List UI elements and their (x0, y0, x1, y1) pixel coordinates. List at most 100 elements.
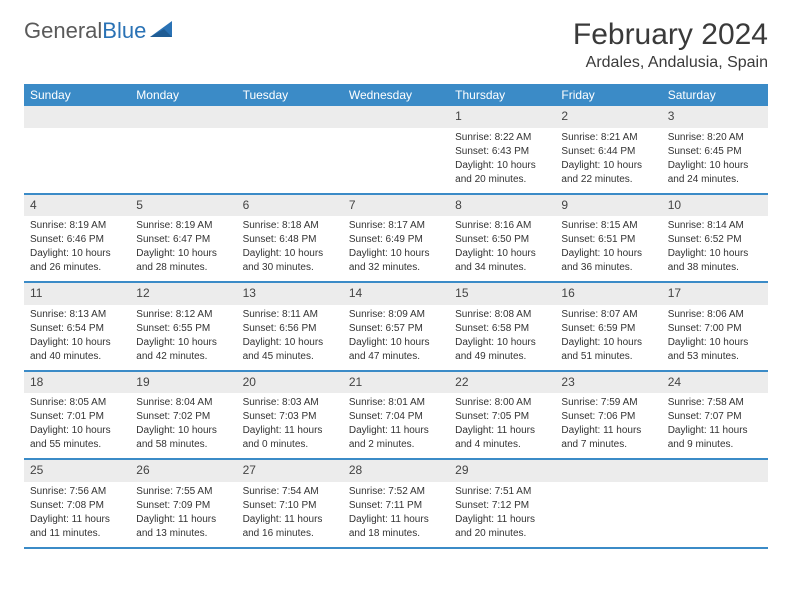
calendar-cell: 7Sunrise: 8:17 AMSunset: 6:49 PMDaylight… (343, 195, 449, 282)
day-number: 16 (555, 283, 661, 305)
logo-text: GeneralBlue (24, 18, 146, 44)
cell-body: Sunrise: 7:51 AMSunset: 7:12 PMDaylight:… (449, 482, 555, 547)
daylight-text: and 24 minutes. (668, 173, 762, 186)
day-number: 9 (555, 195, 661, 217)
sunrise-text: Sunrise: 8:21 AM (561, 131, 655, 144)
sunrise-text: Sunrise: 7:51 AM (455, 485, 549, 498)
calendar-cell (343, 106, 449, 193)
sunset-text: Sunset: 7:06 PM (561, 410, 655, 423)
day-number: 5 (130, 195, 236, 217)
sunset-text: Sunset: 6:47 PM (136, 233, 230, 246)
day-number: 17 (662, 283, 768, 305)
calendar-cell: 3Sunrise: 8:20 AMSunset: 6:45 PMDaylight… (662, 106, 768, 193)
sunset-text: Sunset: 7:12 PM (455, 499, 549, 512)
day-number: 13 (237, 283, 343, 305)
daylight-text: Daylight: 11 hours (349, 424, 443, 437)
sunrise-text: Sunrise: 8:11 AM (243, 308, 337, 321)
cell-body: Sunrise: 8:21 AMSunset: 6:44 PMDaylight:… (555, 128, 661, 193)
week-row: 25 Sunrise: 7:56 AMSunset: 7:08 PM Dayligh… (24, 460, 768, 549)
daylight-text: Daylight: 10 hours (561, 159, 655, 172)
day-number: 25 (24, 460, 130, 482)
cell-body: Sunrise: 8:14 AMSunset: 6:52 PMDaylight:… (662, 216, 768, 281)
sunrise-text: Sunrise: 8:14 AM (668, 219, 762, 232)
week-row: 4Sunrise: 8:19 AMSunset: 6:46 PMDaylight… (24, 195, 768, 284)
day-number: 22 (449, 372, 555, 394)
cell-body: Sunrise: 8:13 AMSunset: 6:54 PMDaylight:… (24, 305, 130, 370)
calendar-cell (662, 460, 768, 547)
daylight-text: and 51 minutes. (561, 350, 655, 363)
daylight-text: Daylight: 10 hours (349, 336, 443, 349)
daylight-text: Daylight: 10 hours (30, 247, 124, 260)
sunset-text: Sunset: 6:46 PM (30, 233, 124, 246)
sunrise-text: Sunrise: 7:58 AM (668, 396, 762, 409)
daylight-text: and 30 minutes. (243, 261, 337, 274)
day-header-mon: Monday (130, 84, 236, 106)
day-number: 23 (555, 372, 661, 394)
cell-body: Sunrise: 8:19 AMSunset: 6:47 PMDaylight:… (130, 216, 236, 281)
sunset-text: Sunset: 6:43 PM (455, 145, 549, 158)
daylight-text: Daylight: 11 hours (243, 513, 337, 526)
day-number: 29 (449, 460, 555, 482)
sunrise-text: Sunrise: 8:15 AM (561, 219, 655, 232)
day-number: 8 (449, 195, 555, 217)
cell-body: Sunrise: 8:22 AMSunset: 6:43 PMDaylight:… (449, 128, 555, 193)
daylight-text: Daylight: 10 hours (455, 336, 549, 349)
day-header-thu: Thursday (449, 84, 555, 106)
day-header-sun: Sunday (24, 84, 130, 106)
calendar-cell: 28Sunrise: 7:52 AMSunset: 7:11 PMDayligh… (343, 460, 449, 547)
location: Ardales, Andalusia, Spain (573, 54, 768, 72)
cell-body: Sunrise: 8:01 AMSunset: 7:04 PMDaylight:… (343, 393, 449, 458)
logo-text-gray: General (24, 18, 102, 43)
cell-body: Sunrise: 8:16 AMSunset: 6:50 PMDaylight:… (449, 216, 555, 281)
cell-body: Sunrise: 8:08 AMSunset: 6:58 PMDaylight:… (449, 305, 555, 370)
cell-body: Sunrise: 8:00 AMSunset: 7:05 PMDaylight:… (449, 393, 555, 458)
day-number: 18 (24, 372, 130, 394)
cell-body: Sunrise: 8:09 AMSunset: 6:57 PMDaylight:… (343, 305, 449, 370)
daylight-text: Daylight: 11 hours (349, 513, 443, 526)
cell-body: Sunrise: 8:07 AMSunset: 6:59 PMDaylight:… (555, 305, 661, 370)
calendar-cell: 24Sunrise: 7:58 AMSunset: 7:07 PMDayligh… (662, 372, 768, 459)
cell-body: Sunrise: 7:58 AMSunset: 7:07 PMDaylight:… (662, 393, 768, 458)
weeks-container: 1Sunrise: 8:22 AMSunset: 6:43 PMDaylight… (24, 106, 768, 549)
cell-body: Sunrise: 8:17 AMSunset: 6:49 PMDaylight:… (343, 216, 449, 281)
day-number: 1 (449, 106, 555, 128)
sunrise-text: Sunrise: 7:56 AM (30, 485, 124, 498)
daylight-text: and 36 minutes. (561, 261, 655, 274)
calendar-cell: 21Sunrise: 8:01 AMSunset: 7:04 PMDayligh… (343, 372, 449, 459)
sunset-text: Sunset: 6:57 PM (349, 322, 443, 335)
cell-body: Sunrise: 7:54 AMSunset: 7:10 PMDaylight:… (237, 482, 343, 547)
cell-body: Sunrise: 8:15 AMSunset: 6:51 PMDaylight:… (555, 216, 661, 281)
sunset-text: Sunset: 7:04 PM (349, 410, 443, 423)
calendar-cell (237, 106, 343, 193)
calendar-cell: 15Sunrise: 8:08 AMSunset: 6:58 PMDayligh… (449, 283, 555, 370)
sunset-text: Sunset: 6:48 PM (243, 233, 337, 246)
daylight-text: and 20 minutes. (455, 527, 549, 540)
calendar-cell: 6Sunrise: 8:18 AMSunset: 6:48 PMDaylight… (237, 195, 343, 282)
daylight-text: Daylight: 10 hours (136, 424, 230, 437)
calendar-cell: 12Sunrise: 8:12 AMSunset: 6:55 PMDayligh… (130, 283, 236, 370)
daylight-text: and 0 minutes. (243, 438, 337, 451)
sunset-text: Sunset: 7:05 PM (455, 410, 549, 423)
daylight-text: and 40 minutes. (30, 350, 124, 363)
sunset-text: Sunset: 7:07 PM (668, 410, 762, 423)
day-header-wed: Wednesday (343, 84, 449, 106)
daylight-text: and 42 minutes. (136, 350, 230, 363)
cell-body: Sunrise: 8:19 AMSunset: 6:46 PMDaylight:… (24, 216, 130, 281)
logo: GeneralBlue (24, 18, 176, 44)
sunset-text: Sunset: 6:58 PM (455, 322, 549, 335)
sunset-text: Sunset: 7:00 PM (668, 322, 762, 335)
sunrise-text: Sunrise: 8:13 AM (30, 308, 124, 321)
calendar-cell: 5Sunrise: 8:19 AMSunset: 6:47 PMDaylight… (130, 195, 236, 282)
week-row: 1Sunrise: 8:22 AMSunset: 6:43 PMDaylight… (24, 106, 768, 195)
daylight-text: Daylight: 11 hours (136, 513, 230, 526)
week-row: 11Sunrise: 8:13 AMSunset: 6:54 PMDayligh… (24, 283, 768, 372)
day-header-sat: Saturday (662, 84, 768, 106)
calendar-cell: 13Sunrise: 8:11 AMSunset: 6:56 PMDayligh… (237, 283, 343, 370)
logo-text-blue: Blue (102, 18, 146, 43)
daylight-text: and 20 minutes. (455, 173, 549, 186)
sunset-text: Sunset: 7:08 PM (30, 499, 124, 512)
sunrise-text: Sunrise: 8:19 AM (136, 219, 230, 232)
daylight-text: Daylight: 10 hours (136, 247, 230, 260)
sunset-text: Sunset: 7:03 PM (243, 410, 337, 423)
sunset-text: Sunset: 7:10 PM (243, 499, 337, 512)
